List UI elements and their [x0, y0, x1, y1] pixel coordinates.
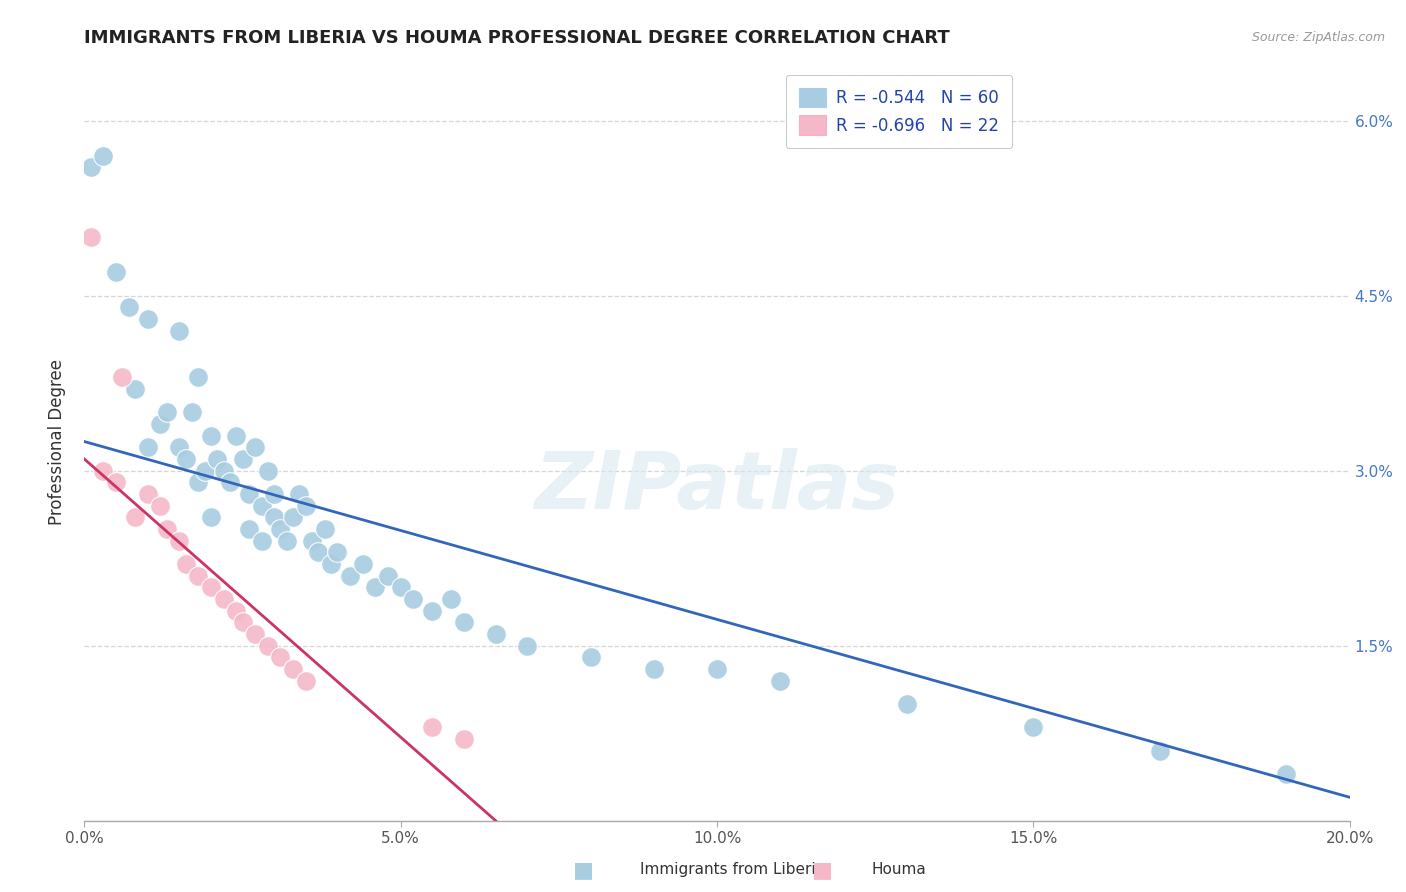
Point: [326, 545, 349, 559]
Point: [231, 452, 254, 467]
Point: [1022, 720, 1045, 734]
Point: [200, 510, 222, 524]
Point: [149, 417, 172, 431]
Point: [270, 522, 292, 536]
Point: [187, 475, 209, 490]
Point: [1275, 767, 1298, 781]
Point: [250, 499, 273, 513]
Point: [212, 464, 235, 478]
Point: [105, 265, 127, 279]
Point: [180, 405, 204, 419]
Point: [136, 441, 159, 455]
Point: [281, 510, 305, 524]
Point: [377, 568, 399, 582]
Text: ZIPatlas: ZIPatlas: [534, 448, 900, 526]
Point: [79, 161, 103, 175]
Point: [169, 441, 191, 455]
Point: [270, 650, 292, 665]
Point: [295, 499, 318, 513]
Point: [187, 370, 209, 384]
Point: [218, 475, 242, 490]
Point: [896, 697, 918, 711]
Y-axis label: Professional Degree: Professional Degree: [48, 359, 66, 524]
Point: [212, 592, 235, 607]
Point: [706, 662, 728, 676]
Point: [516, 639, 538, 653]
Point: [200, 580, 222, 594]
Point: [257, 464, 280, 478]
Point: [579, 650, 602, 665]
Point: [307, 545, 329, 559]
Text: Source: ZipAtlas.com: Source: ZipAtlas.com: [1251, 31, 1385, 45]
Point: [263, 487, 285, 501]
Point: [136, 312, 159, 326]
Point: [769, 673, 792, 688]
Point: [169, 533, 191, 548]
Point: [155, 522, 177, 536]
Point: [93, 149, 115, 163]
Point: [643, 662, 665, 676]
Point: [339, 568, 361, 582]
Point: [301, 533, 323, 548]
Point: [276, 533, 298, 548]
Point: [484, 627, 508, 641]
Point: [453, 615, 475, 630]
Point: [169, 324, 191, 338]
Point: [453, 731, 475, 746]
Point: [402, 592, 425, 607]
Point: [225, 428, 247, 442]
Point: [187, 568, 209, 582]
Point: [245, 627, 267, 641]
Point: [295, 673, 318, 688]
Point: [314, 522, 336, 536]
Text: ■: ■: [574, 860, 593, 880]
Point: [352, 557, 374, 571]
Point: [281, 662, 305, 676]
Point: [136, 487, 159, 501]
Point: [288, 487, 311, 501]
Point: [193, 464, 217, 478]
Point: [124, 510, 146, 524]
Legend: R = -0.544   N = 60, R = -0.696   N = 22: R = -0.544 N = 60, R = -0.696 N = 22: [786, 75, 1012, 148]
Point: [250, 533, 273, 548]
Point: [124, 382, 146, 396]
Point: [422, 604, 444, 618]
Point: [200, 428, 222, 442]
Point: [245, 441, 267, 455]
Point: [149, 499, 172, 513]
Point: [238, 522, 260, 536]
Point: [364, 580, 387, 594]
Point: [174, 452, 197, 467]
Point: [389, 580, 412, 594]
Point: [174, 557, 197, 571]
Point: [225, 604, 247, 618]
Point: [238, 487, 260, 501]
Point: [79, 230, 103, 244]
Text: ■: ■: [813, 860, 832, 880]
Point: [321, 557, 343, 571]
Text: IMMIGRANTS FROM LIBERIA VS HOUMA PROFESSIONAL DEGREE CORRELATION CHART: IMMIGRANTS FROM LIBERIA VS HOUMA PROFESS…: [84, 29, 950, 47]
Point: [440, 592, 463, 607]
Point: [1149, 744, 1171, 758]
Point: [422, 720, 444, 734]
Point: [263, 510, 285, 524]
Point: [118, 301, 141, 315]
Point: [231, 615, 254, 630]
Point: [207, 452, 229, 467]
Point: [111, 370, 134, 384]
Text: Immigrants from Liberia: Immigrants from Liberia: [640, 863, 825, 877]
Point: [257, 639, 280, 653]
Point: [93, 464, 115, 478]
Point: [155, 405, 177, 419]
Text: Houma: Houma: [872, 863, 927, 877]
Point: [105, 475, 127, 490]
